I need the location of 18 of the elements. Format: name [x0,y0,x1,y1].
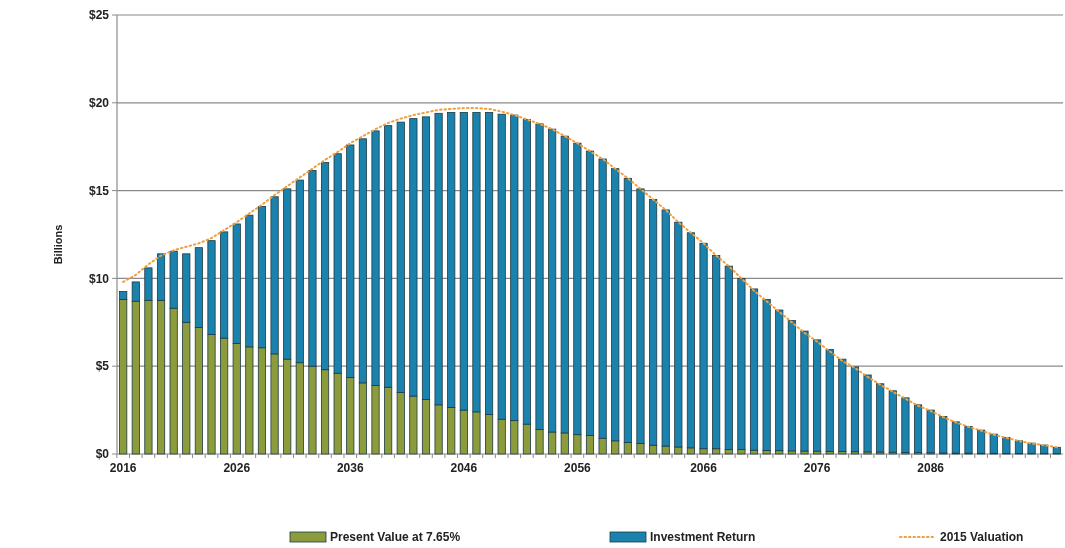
y-axis-title: Billions [52,224,64,265]
x-tick-label: 2056 [564,461,592,475]
y-tick-label: $25 [88,8,110,23]
x-tick-label: 2016 [109,461,137,475]
y-tick-label: $0 [95,447,110,462]
legend-label: Investment Return [650,530,756,545]
y-tick-label: $15 [88,183,110,198]
y-tick-label: $20 [88,96,110,110]
x-tick-label: 2026 [223,461,251,475]
y-tick-label: $5 [95,359,110,374]
x-tick-label: 2046 [450,461,478,475]
x-tick-label: 2036 [336,461,364,475]
legend-label: 2015 Valuation [940,530,1024,545]
x-tick-label: 2086 [917,461,945,475]
y-tick-label: $10 [88,271,110,286]
x-tick-label: 2076 [803,461,831,475]
legend-label: Present Value at 7.65% [330,530,461,545]
x-tick-label: 2066 [690,461,718,475]
